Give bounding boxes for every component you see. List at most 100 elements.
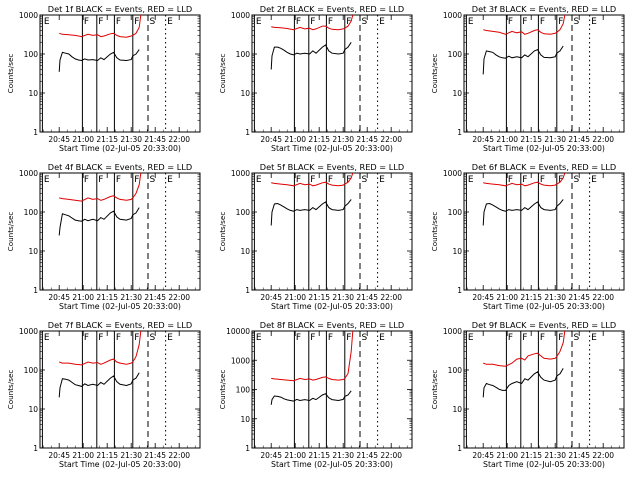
y-axis-label: Counts/sec <box>430 212 439 252</box>
y-tick-label: 10 <box>240 247 250 256</box>
x-tick-label: 20:45 <box>260 135 282 144</box>
marker-label: F <box>116 17 121 27</box>
marker-label: S <box>574 175 580 185</box>
x-tick-label: 21:30 <box>120 293 142 302</box>
panel-9: Det 9f BLACK = Events, RED = LLD 1 10 100 10… <box>430 320 625 469</box>
panel-5: Det 5f BLACK = Events, RED = LLD 1 10 100 10… <box>218 162 413 311</box>
y-axis-label: Counts/sec <box>6 54 15 94</box>
x-tick-label: 21:45 <box>568 451 590 460</box>
plot-frame <box>251 330 413 449</box>
marker-label: F <box>522 17 527 27</box>
x-tick-label: 21:00 <box>284 135 306 144</box>
y-tick-label: 1 <box>245 286 250 295</box>
y-tick-label: 100 <box>24 366 39 375</box>
panel-7: Det 7f BLACK = Events, RED = LLD 1 10 100 10… <box>6 320 201 469</box>
events-series-line <box>482 199 564 226</box>
marker-label: F <box>98 17 103 27</box>
marker-label: F <box>522 175 527 185</box>
marker-label: F <box>328 175 333 185</box>
y-tick-label: 10 <box>28 89 38 98</box>
x-tick-label: 21:15 <box>308 293 330 302</box>
marker-label: E <box>256 17 262 27</box>
x-tick-label: 21:45 <box>568 293 590 302</box>
lld-series-line <box>271 331 354 382</box>
marker-label: F <box>558 175 563 185</box>
x-tick-label: 21:45 <box>144 293 166 302</box>
marker-label: E <box>379 333 385 343</box>
panel-title: Det 9f BLACK = Events, RED = LLD <box>472 320 616 330</box>
x-axis-label: Start Time (02-Jul-05 20:33:00) <box>59 302 181 311</box>
marker-label: F <box>310 17 315 27</box>
panel-4: Det 4f BLACK = Events, RED = LLD 1 10 100 10… <box>6 162 201 311</box>
marker-label: F <box>540 333 545 343</box>
y-tick-label: 10 <box>28 247 38 256</box>
marker-label: F <box>296 333 301 343</box>
marker-label: E <box>379 175 385 185</box>
marker-label: E <box>468 17 474 27</box>
y-tick-label: 1000 <box>19 11 38 20</box>
y-tick-label: 10 <box>452 89 462 98</box>
panel-title: Det 5f BLACK = Events, RED = LLD <box>260 162 404 172</box>
marker-label: F <box>310 333 315 343</box>
y-tick-label: 1000 <box>231 11 250 20</box>
series-group <box>482 331 566 398</box>
x-tick-label: 21:15 <box>308 451 330 460</box>
y-tick-label: 10 <box>28 405 38 414</box>
x-tick-label: 21:30 <box>332 293 354 302</box>
marker-label: F <box>508 17 513 27</box>
marker-label: E <box>167 175 173 185</box>
x-axis-label: Start Time (02-Jul-05 20:33:00) <box>271 144 393 153</box>
events-series-line <box>270 390 352 405</box>
x-tick-label: 21:45 <box>568 135 590 144</box>
x-tick-label: 21:00 <box>496 135 518 144</box>
series-group <box>58 331 142 398</box>
x-tick-label: 21:00 <box>284 293 306 302</box>
marker-label: F <box>328 17 333 27</box>
plot-frame <box>39 14 201 133</box>
marker-label: S <box>574 333 580 343</box>
marker-label: E <box>256 333 262 343</box>
x-tick-label: 21:00 <box>496 293 518 302</box>
x-tick-label: 21:15 <box>308 135 330 144</box>
marker-label: E <box>167 333 173 343</box>
x-tick-label: 21:45 <box>356 135 378 144</box>
marker-label: E <box>591 333 597 343</box>
x-tick-label: 22:00 <box>168 451 190 460</box>
plot-frame <box>251 14 413 133</box>
marker-label: E <box>379 17 385 27</box>
plot-frame <box>39 172 201 291</box>
marker-label: F <box>296 175 301 185</box>
events-series-line <box>270 199 352 226</box>
y-tick-label: 1000 <box>19 327 38 336</box>
x-tick-label: 21:00 <box>72 451 94 460</box>
events-series-line <box>270 42 352 70</box>
marker-label: F <box>346 17 351 27</box>
panel-title: Det 3f BLACK = Events, RED = LLD <box>472 4 616 14</box>
x-tick-label: 22:00 <box>592 293 614 302</box>
y-tick-label: 10 <box>452 405 462 414</box>
marker-label: F <box>328 333 333 343</box>
x-tick-label: 21:45 <box>144 451 166 460</box>
y-tick-label: 1 <box>457 286 462 295</box>
series-group <box>270 331 354 405</box>
y-axis-label: Counts/sec <box>218 212 227 252</box>
y-tick-label: 100 <box>448 50 463 59</box>
x-tick-label: 21:30 <box>120 135 142 144</box>
marker-label: F <box>540 175 545 185</box>
x-tick-label: 22:00 <box>380 135 402 144</box>
x-axis-label: Start Time (02-Jul-05 20:33:00) <box>483 460 605 469</box>
x-axis-label: Start Time (02-Jul-05 20:33:00) <box>59 144 181 153</box>
x-axis-label: Start Time (02-Jul-05 20:33:00) <box>483 144 605 153</box>
marker-label: F <box>508 175 513 185</box>
panel-title: Det 1f BLACK = Events, RED = LLD <box>48 4 192 14</box>
x-tick-label: 21:45 <box>356 293 378 302</box>
panel-2: Det 2f BLACK = Events, RED = LLD 1 10 100 10… <box>218 4 413 153</box>
panel-title: Det 6f BLACK = Events, RED = LLD <box>472 162 616 172</box>
marker-label: F <box>508 333 513 343</box>
y-tick-label: 100 <box>448 366 463 375</box>
plot-frame <box>39 330 201 449</box>
marker-label: F <box>346 175 351 185</box>
marker-label: E <box>167 17 173 27</box>
y-tick-label: 1000 <box>443 11 462 20</box>
